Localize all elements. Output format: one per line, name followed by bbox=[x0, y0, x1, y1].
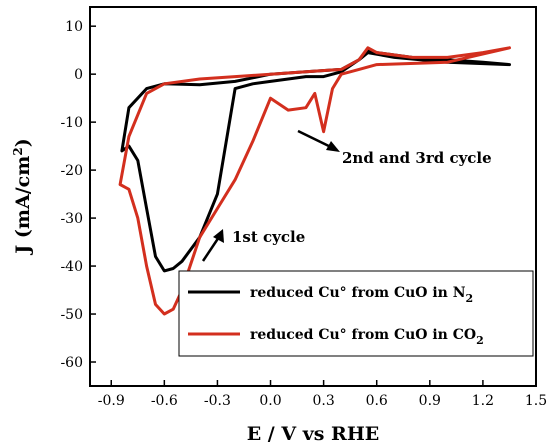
annotation-arrow-cycle-1 bbox=[201, 236, 221, 262]
y-tick-label: -30 bbox=[60, 211, 83, 227]
x-tick-label: 0.9 bbox=[419, 393, 441, 409]
annotation-cycle-1: 1st cycle bbox=[232, 228, 305, 246]
x-tick-label: 0.3 bbox=[312, 393, 334, 409]
y-tick-label: -50 bbox=[60, 307, 83, 323]
y-axis-title: J (mA/cm2) bbox=[11, 138, 34, 255]
legend-box bbox=[178, 270, 534, 357]
plot-frame bbox=[89, 6, 537, 387]
annotation-cycle-2-3: 2nd and 3rd cycle bbox=[342, 149, 492, 167]
y-tick-label: 10 bbox=[65, 19, 83, 35]
legend-label-co2: reduced Cu° from CuO in CO2 bbox=[250, 327, 484, 347]
legend-label-n2: reduced Cu° from CuO in N2 bbox=[250, 285, 473, 305]
y-tick-label: -10 bbox=[60, 115, 83, 131]
axis-tick-labels: -0.9 -0.6 -0.3 0.0 0.3 0.6 0.9 1.2 1.5 10 0 -10 -20 -… bbox=[60, 19, 547, 409]
annotation-arrowhead-cycle-2-3 bbox=[326, 141, 340, 152]
x-tick-label: -0.9 bbox=[98, 393, 125, 409]
x-tick-label: 1.5 bbox=[525, 393, 547, 409]
annotation-arrowhead-cycle-1 bbox=[213, 229, 224, 243]
y-tick-label: -60 bbox=[60, 355, 83, 371]
legend: reduced Cu° from CuO in N2 reduced Cu° f… bbox=[178, 270, 534, 357]
data-series-group bbox=[118, 46, 511, 316]
axis-ticks bbox=[90, 25, 537, 386]
x-axis-title: E / V vs RHE bbox=[247, 423, 380, 445]
x-tick-label: 1.2 bbox=[472, 393, 494, 409]
x-tick-label: 0.0 bbox=[259, 393, 281, 409]
x-tick-label: -0.6 bbox=[151, 393, 178, 409]
y-tick-label: 0 bbox=[74, 67, 83, 83]
x-tick-label: 0.6 bbox=[366, 393, 388, 409]
y-tick-label: -20 bbox=[60, 163, 83, 179]
y-tick-label: -40 bbox=[60, 259, 83, 275]
x-tick-label: -0.3 bbox=[204, 393, 231, 409]
series-line-co2 bbox=[118, 46, 511, 316]
